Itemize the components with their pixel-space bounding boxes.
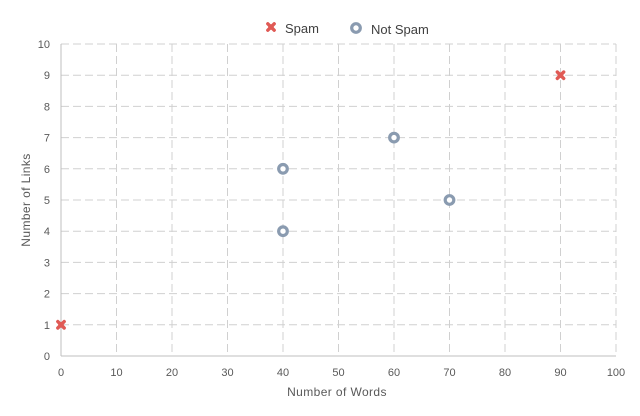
x-axis-title: Number of Words xyxy=(287,385,387,399)
x-tick-label: 50 xyxy=(332,367,344,379)
data-point-not-spam xyxy=(277,225,289,238)
axes xyxy=(60,44,616,357)
data-points xyxy=(56,70,566,330)
y-tick-label: 3 xyxy=(44,257,50,269)
tick-labels: 0 10 20 30 40 50 60 70 80 90 100 0 1 2 3 4 5 6 7 8 9 10 xyxy=(38,39,625,379)
grid xyxy=(61,43,617,356)
legend-label-spam: Spam xyxy=(285,21,319,36)
x-tick-label: 0 xyxy=(58,367,64,379)
y-tick-label: 1 xyxy=(44,320,50,332)
x-tick-label: 20 xyxy=(166,367,178,379)
legend-swatch-not-spam xyxy=(350,22,362,34)
data-point-spam xyxy=(56,319,66,330)
x-tick-label: 80 xyxy=(499,367,511,379)
legend-label-not-spam: Not Spam xyxy=(371,22,429,37)
legend-item-spam: Spam xyxy=(266,21,319,36)
y-tick-label: 2 xyxy=(44,289,50,301)
legend-marker-not-spam xyxy=(350,22,362,34)
legend-swatch-spam xyxy=(266,22,276,32)
x-tick-label: 30 xyxy=(221,367,233,379)
y-tick-label: 9 xyxy=(44,70,50,82)
y-tick-label: 10 xyxy=(38,39,50,51)
x-tick-label: 90 xyxy=(554,367,566,379)
x-tick-label: 60 xyxy=(388,367,400,379)
legend: Spam Not Spam xyxy=(266,21,429,37)
y-tick-label: 0 xyxy=(44,351,50,363)
y-tick-label: 4 xyxy=(44,226,50,238)
legend-marker-spam xyxy=(266,22,276,32)
y-tick-label: 6 xyxy=(44,164,50,176)
data-point-spam xyxy=(555,70,566,81)
y-tick-label: 5 xyxy=(44,195,50,207)
y-tick-label: 7 xyxy=(44,133,50,145)
y-tick-label: 8 xyxy=(44,101,50,113)
x-tick-label: 40 xyxy=(277,367,289,379)
data-point-not-spam xyxy=(277,162,289,175)
x-tick-label: 10 xyxy=(110,367,122,379)
x-tick-label: 70 xyxy=(443,367,455,379)
data-point-not-spam xyxy=(388,131,400,144)
y-axis-title: Number of Links xyxy=(19,153,33,246)
legend-item-not-spam: Not Spam xyxy=(350,22,429,37)
data-point-not-spam xyxy=(443,194,456,206)
x-tick-label: 100 xyxy=(607,367,625,379)
